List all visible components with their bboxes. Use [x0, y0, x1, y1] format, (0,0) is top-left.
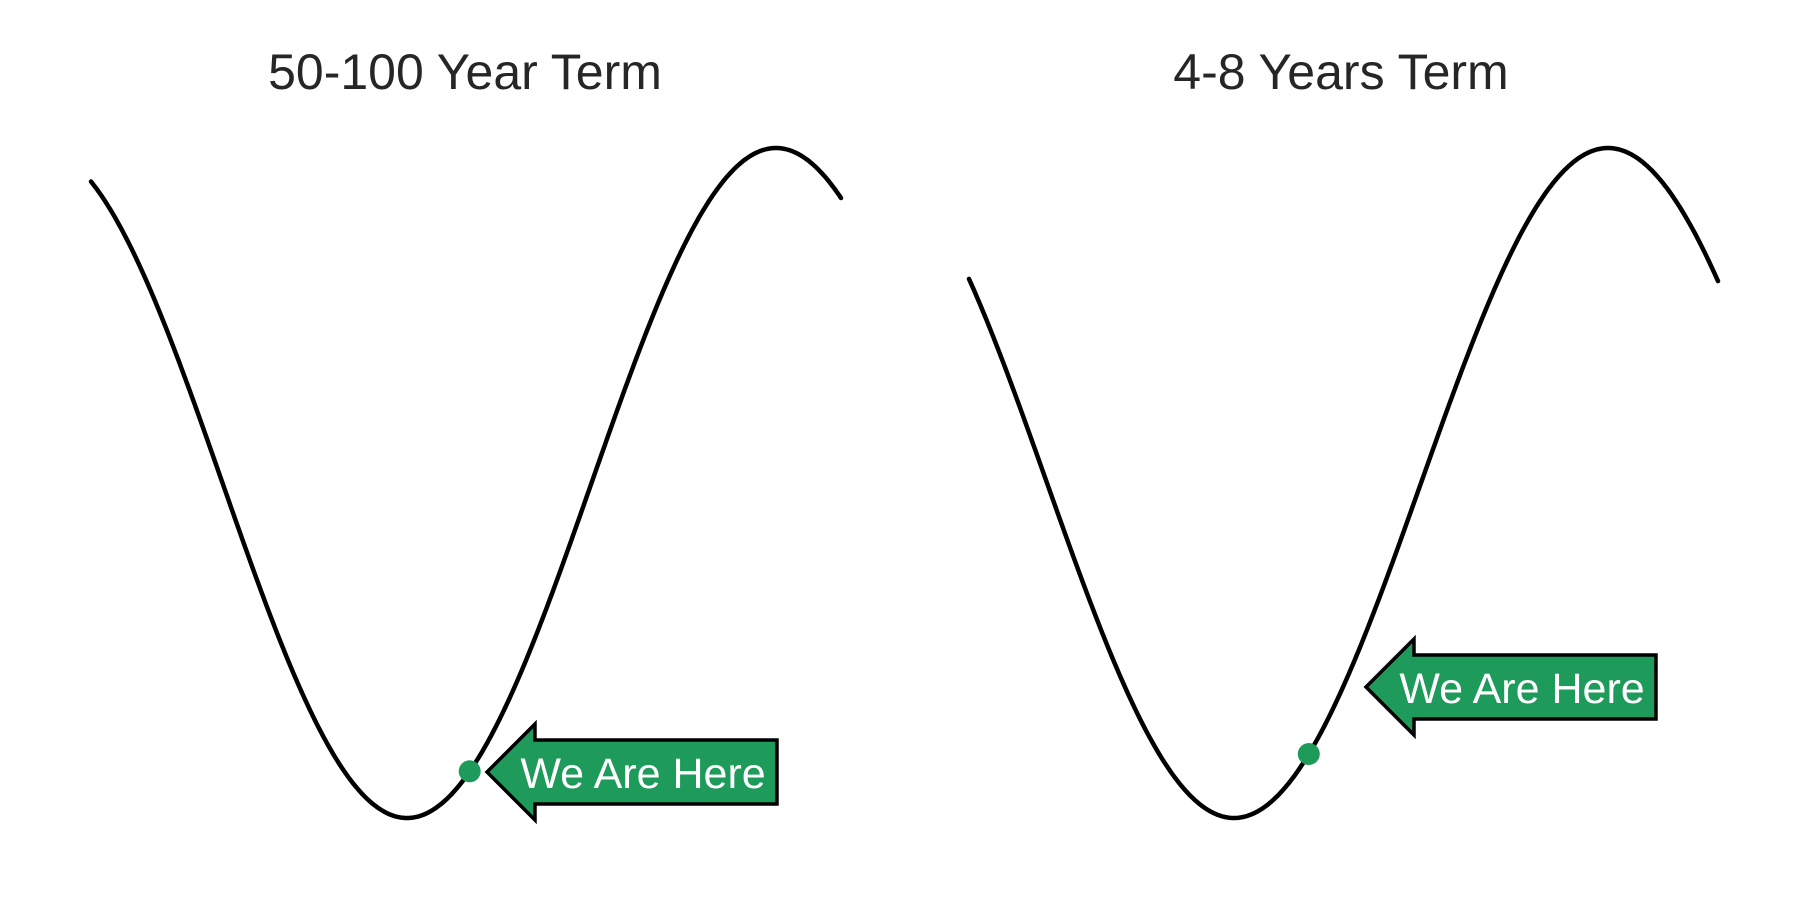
panel-title: 50-100 Year Term	[268, 44, 662, 100]
callout-label: We Are Here	[520, 750, 765, 798]
callout-arrow-shape	[484, 719, 779, 825]
callout-label: We Are Here	[1399, 665, 1644, 713]
long-term-cycle-panel: 50-100 Year Term We Are Here	[88, 44, 844, 825]
position-marker	[458, 760, 481, 783]
position-marker	[1297, 743, 1320, 765]
cycle-curve	[88, 145, 844, 821]
cycle-curve	[966, 145, 1721, 821]
panel-title: 4-8 Years Term	[1173, 44, 1508, 100]
callout-arrow-shape	[1363, 634, 1658, 740]
short-term-cycle-panel: 4-8 Years Term We Are Here	[966, 44, 1721, 821]
we-are-here-callout: We Are Here	[1363, 634, 1658, 740]
we-are-here-callout: We Are Here	[484, 719, 779, 825]
